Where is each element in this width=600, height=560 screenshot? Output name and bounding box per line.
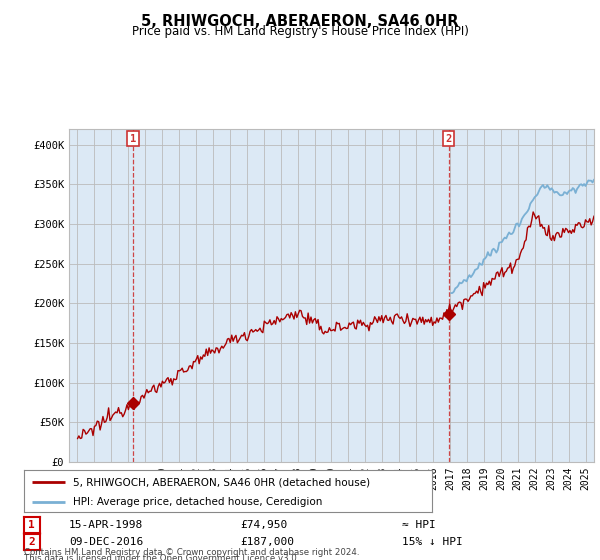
Text: 5, RHIWGOCH, ABERAERON, SA46 0HR: 5, RHIWGOCH, ABERAERON, SA46 0HR — [141, 14, 459, 29]
Text: £187,000: £187,000 — [240, 537, 294, 547]
Text: ≈ HPI: ≈ HPI — [402, 520, 436, 530]
Text: 1: 1 — [28, 520, 35, 530]
Text: Price paid vs. HM Land Registry's House Price Index (HPI): Price paid vs. HM Land Registry's House … — [131, 25, 469, 38]
Text: 09-DEC-2016: 09-DEC-2016 — [69, 537, 143, 547]
Text: £74,950: £74,950 — [240, 520, 287, 530]
Text: 2: 2 — [28, 537, 35, 547]
Text: Contains HM Land Registry data © Crown copyright and database right 2024.: Contains HM Land Registry data © Crown c… — [24, 548, 359, 557]
Text: This data is licensed under the Open Government Licence v3.0.: This data is licensed under the Open Gov… — [24, 554, 299, 560]
Text: 15% ↓ HPI: 15% ↓ HPI — [402, 537, 463, 547]
Text: 2: 2 — [446, 134, 452, 144]
Text: 15-APR-1998: 15-APR-1998 — [69, 520, 143, 530]
Text: 1: 1 — [130, 134, 136, 144]
Text: HPI: Average price, detached house, Ceredigion: HPI: Average price, detached house, Cere… — [73, 497, 322, 507]
Text: 5, RHIWGOCH, ABERAERON, SA46 0HR (detached house): 5, RHIWGOCH, ABERAERON, SA46 0HR (detach… — [73, 477, 370, 487]
